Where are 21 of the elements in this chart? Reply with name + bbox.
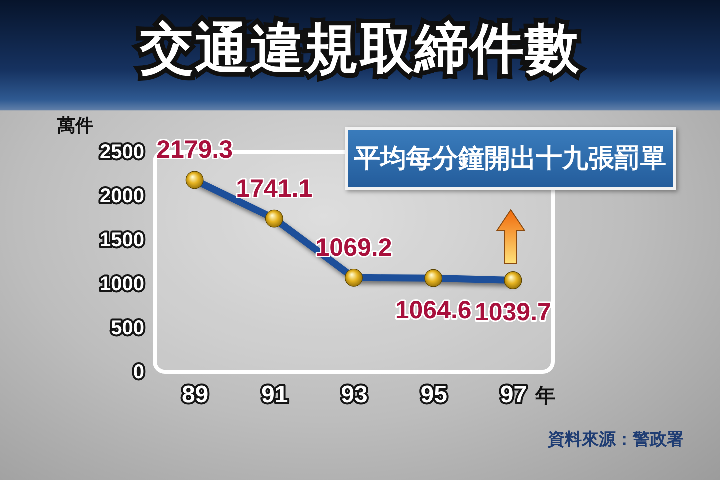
- data-label: 1064.6: [395, 296, 472, 324]
- data-label: 1069.2: [316, 234, 392, 262]
- chart-title: 交通違規取締件數: [139, 18, 581, 81]
- data-label: 1741.1: [236, 174, 313, 203]
- annotation: 平均每分鐘開出十九張罰單: [345, 127, 676, 190]
- data-label: 1039.7: [474, 298, 552, 327]
- x-axis-title: 年: [534, 386, 556, 408]
- y-tick-label: 1500: [100, 230, 144, 252]
- y-tick-label: 2000: [100, 186, 144, 208]
- y-tick-label: 1000: [100, 274, 144, 296]
- data-label: 2179.3: [156, 136, 234, 164]
- x-tick-label: 89: [182, 382, 209, 408]
- x-tick-label: 97: [500, 382, 528, 408]
- x-tick-label: 91: [262, 382, 288, 408]
- x-tick-label: 95: [420, 382, 448, 408]
- y-axis-title: 萬件: [56, 116, 94, 136]
- source-note: 資料來源：警政署: [548, 429, 684, 451]
- y-tick-label: 2500: [100, 142, 144, 164]
- y-tick-label: 500: [111, 318, 144, 340]
- x-tick-label: 93: [341, 382, 368, 408]
- y-tick-label: 0: [133, 362, 144, 384]
